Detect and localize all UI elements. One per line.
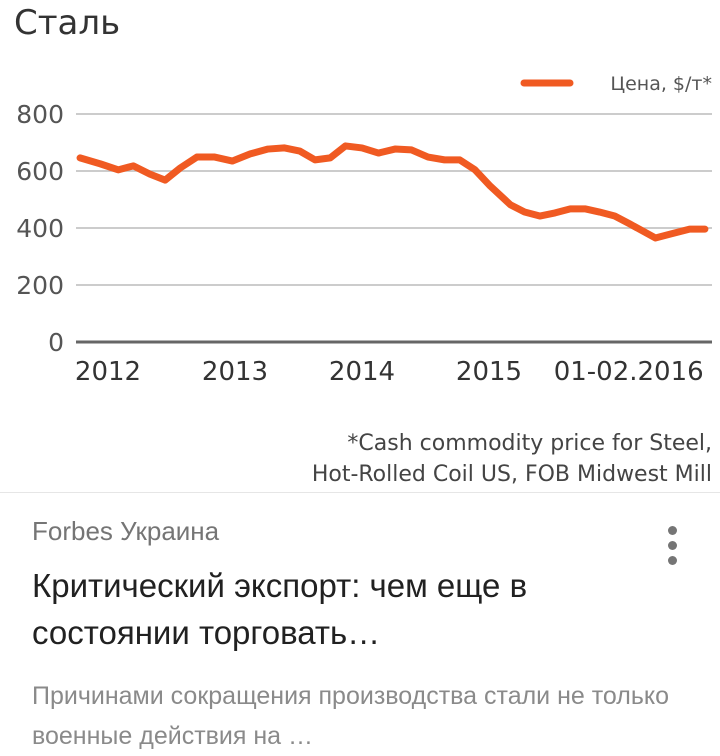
y-tick-label: 600 bbox=[16, 157, 64, 186]
x-tick-label: 2013 bbox=[202, 357, 268, 387]
steel-price-chart: Сталь Цена, $/т* 0 200 400 600 800 2012 2013 2… bbox=[14, 3, 712, 487]
chart-title: Сталь bbox=[14, 3, 120, 43]
y-tick-label: 0 bbox=[48, 328, 64, 357]
x-tick-label: 2015 bbox=[456, 357, 522, 387]
y-tick-label: 800 bbox=[16, 100, 64, 129]
footnote-line-1: *Cash commodity price for Steel, bbox=[347, 431, 712, 456]
more-vert-icon[interactable] bbox=[656, 522, 688, 570]
article-title[interactable]: Критический экспорт: чем еще в состоянии… bbox=[32, 567, 528, 651]
x-tick-label: 2012 bbox=[75, 357, 141, 387]
divider bbox=[0, 492, 720, 493]
price-series-line bbox=[76, 142, 709, 242]
y-tick-label: 200 bbox=[16, 271, 64, 300]
footnote-line-2: Hot-Rolled Coil US, FOB Midwest Mill bbox=[312, 462, 712, 487]
x-tick-label: 01-02.2016 bbox=[554, 357, 704, 387]
article-snippet: Причинами сокращения производства стали … bbox=[32, 682, 670, 750]
x-tick-label: 2014 bbox=[329, 357, 395, 387]
article-source: Forbes Украина bbox=[32, 516, 220, 546]
y-tick-label: 400 bbox=[16, 214, 64, 243]
legend-label: Цена, $/т* bbox=[610, 73, 712, 95]
